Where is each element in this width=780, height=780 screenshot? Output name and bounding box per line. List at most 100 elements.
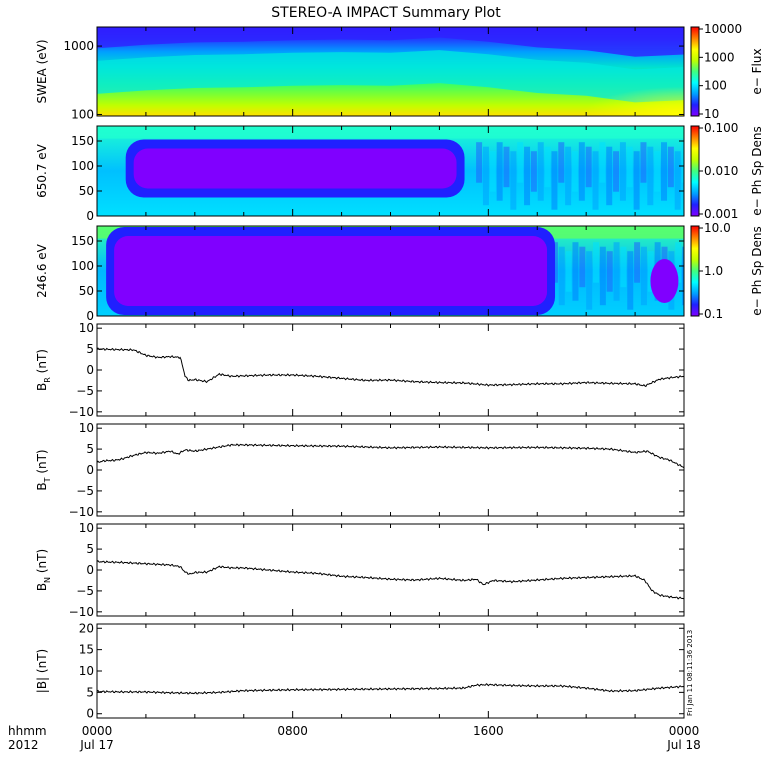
panel-frame (96, 423, 685, 517)
pad-streak (558, 246, 565, 306)
colorbar-tick-label: 0.1 (704, 307, 723, 321)
colorbar-pad_650: 0.001 0.010 0.100 e− Ph Sp Dens (690, 121, 764, 221)
pad-low-region-late (650, 259, 679, 303)
pad-streak (571, 151, 578, 192)
x-tick-label: 0000 (82, 724, 113, 738)
x-tick-label: 1600 (473, 724, 504, 738)
colorbar-label: e− Ph Sp Dens (750, 226, 764, 315)
pad-streak (627, 251, 634, 310)
pad-streak (640, 246, 647, 306)
series-line-bmag (97, 683, 684, 695)
panel-bt: −10 −5 0 5 10 BT (nT) (35, 421, 685, 519)
y-tick-label: 50 (79, 284, 94, 298)
y-tick-label: 5 (86, 342, 94, 356)
y-axis-label-unit: (nT) (35, 449, 49, 477)
pad-streak (619, 142, 626, 201)
y-tick-label: −5 (76, 584, 94, 598)
colorbar-pad_246-scale (690, 225, 700, 317)
spectrogram-swea (97, 27, 684, 116)
pad-streak (565, 251, 572, 292)
pad-streak (593, 242, 600, 283)
pad-streak (675, 242, 682, 283)
pad-streak (599, 142, 606, 183)
y-tick-label: 5 (86, 542, 94, 556)
pad-streak (613, 151, 620, 192)
x-tick-date: Jul 18 (666, 738, 701, 752)
y-tick-label: 0 (86, 707, 94, 721)
panel-bmag: 0 5 10 15 20 |B| (nT) (35, 621, 685, 721)
series-line-bn (97, 559, 684, 600)
y-axis-label-unit: (nT) (35, 349, 49, 377)
colorbar-label: e− Flux (750, 48, 764, 94)
pad-streak (633, 151, 640, 210)
y-tick-label: 10 (79, 421, 94, 435)
y-tick-label: −10 (69, 405, 94, 419)
pad-streak (524, 146, 531, 206)
panel-pad_246: 0 50 100 150 246.6 eV (35, 225, 685, 323)
y-tick-label: 20 (79, 621, 94, 635)
y-tick-label: 50 (79, 184, 94, 198)
pad-streak (544, 146, 551, 188)
swea-hot-corner (512, 67, 684, 116)
pad-streak (530, 151, 537, 192)
swea-high-energy (97, 27, 684, 57)
pad-low-region (114, 236, 548, 306)
y-tick-label: −10 (69, 605, 94, 619)
panel-pad_650: 0 50 100 150 650.7 eV (35, 125, 685, 223)
y-tick-label: 5 (86, 685, 94, 699)
y-tick-label: 0 (86, 463, 94, 477)
y-tick-label: −10 (69, 505, 94, 519)
colorbar-label: e− Ph Sp Dens (750, 126, 764, 215)
y-tick-label: 100 (71, 259, 94, 273)
pad-streak (572, 242, 579, 301)
y-axis-label: SWEA (eV) (35, 39, 49, 103)
spectrogram-pad_246 (97, 226, 684, 316)
y-tick-label: −5 (76, 484, 94, 498)
y-tick-label: 150 (71, 234, 94, 248)
y-tick-label: 0 (86, 363, 94, 377)
panel-frame (96, 623, 685, 719)
x-tick-date: Jul 17 (79, 738, 114, 752)
y-axis-label-sub: T (43, 477, 52, 483)
spectrogram-pad_650 (97, 126, 684, 216)
pad-streak (654, 151, 661, 192)
pad-streak (565, 146, 572, 206)
y-axis-label: 650.7 eV (35, 143, 49, 198)
pad-streak (586, 251, 593, 310)
pad-streak (667, 146, 674, 188)
panel-frame (96, 323, 685, 417)
y-axis-label: 246.6 eV (35, 243, 49, 298)
pad-streak (551, 151, 558, 210)
pad-streak (681, 142, 684, 183)
y-axis-label-unit: (nT) (35, 549, 49, 577)
panel-swea: 100 1000 SWEA (eV) (35, 26, 685, 121)
plot-title: STEREO-A IMPACT Summary Plot (271, 5, 501, 21)
colorbar-pad_246: 0.1 1.0 10.0 e− Ph Sp Dens (690, 221, 764, 321)
pad-streak (661, 142, 668, 201)
y-axis-label-sub: R (43, 377, 52, 383)
y-tick-label: 0 (86, 309, 94, 323)
pad-streak (578, 142, 585, 201)
colorbar-tick-label: 0.001 (704, 207, 738, 221)
y-axis-label-sub: N (43, 577, 52, 583)
pad-streak (482, 146, 489, 206)
pad-streak (592, 151, 599, 210)
x-tick-label: 0800 (277, 724, 308, 738)
pad-streak (558, 142, 565, 183)
pad-streak (510, 151, 517, 210)
pad-streak (682, 246, 684, 306)
pad-low-region (133, 148, 457, 189)
y-tick-label: −5 (76, 384, 94, 398)
y-tick-label: 150 (71, 134, 94, 148)
colorbar-swea-scale (690, 26, 700, 117)
panel-br: −10 −5 0 5 10 BR (nT) (35, 321, 685, 419)
y-axis-label: BT (nT) (35, 449, 52, 490)
y-axis-label: BN (nT) (35, 549, 52, 591)
pad-streak (606, 146, 613, 206)
pad-streak (585, 146, 592, 188)
colorbar-tick-label: 1.0 (704, 264, 723, 278)
y-axis-label: |B| (nT) (35, 649, 49, 693)
